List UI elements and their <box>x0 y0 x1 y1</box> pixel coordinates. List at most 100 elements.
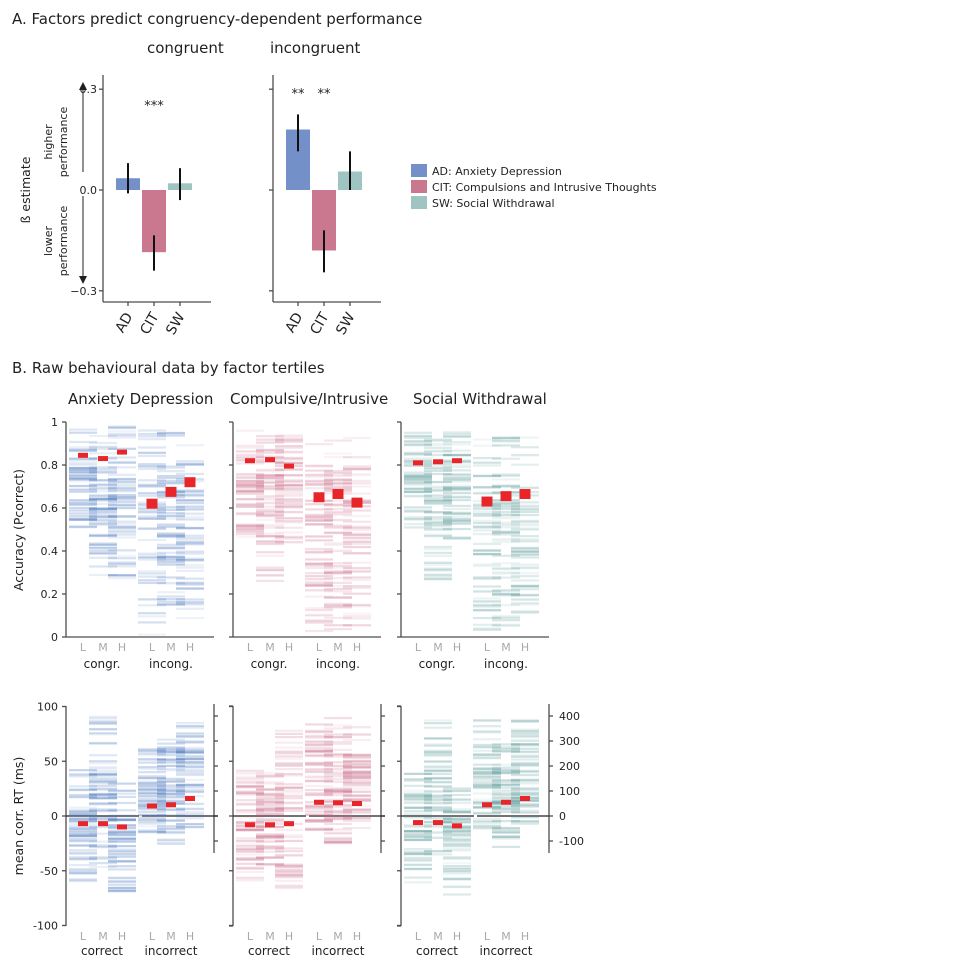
data-line <box>324 474 352 477</box>
data-line <box>236 839 264 842</box>
data-line <box>473 822 501 826</box>
data-line <box>492 504 520 507</box>
data-line <box>305 465 333 468</box>
data-line <box>324 503 352 506</box>
data-line <box>305 629 333 633</box>
data-line <box>443 798 471 801</box>
data-line <box>138 799 166 802</box>
data-line <box>511 754 539 757</box>
data-line <box>89 534 117 537</box>
data-line <box>324 818 352 821</box>
data-line <box>492 808 520 811</box>
data-line <box>176 494 204 498</box>
data-line <box>324 482 352 486</box>
data-line <box>108 555 136 558</box>
data-line <box>108 855 136 859</box>
data-line <box>424 487 452 490</box>
data-line <box>324 810 352 813</box>
data-line <box>443 435 471 439</box>
data-line <box>492 830 520 833</box>
data-line <box>443 827 471 830</box>
data-line <box>89 845 117 849</box>
data-line <box>424 551 452 555</box>
data-line <box>108 809 136 812</box>
data-line <box>176 783 204 787</box>
data-line <box>305 575 333 578</box>
data-line <box>404 516 432 519</box>
data-line <box>138 579 166 582</box>
data-line <box>138 776 166 779</box>
data-line <box>256 788 284 791</box>
data-line <box>157 738 185 741</box>
data-line <box>424 785 452 789</box>
data-line <box>443 536 471 539</box>
data-line <box>69 463 97 466</box>
mean-marker <box>333 800 343 806</box>
data-line <box>256 502 284 505</box>
data-line <box>511 782 539 785</box>
data-line <box>236 772 264 775</box>
data-line <box>69 518 97 521</box>
data-line <box>69 466 97 470</box>
data-line <box>443 496 471 499</box>
data-line <box>236 840 264 843</box>
panel-b-title: B. Raw behavioural data by factor tertil… <box>12 359 325 377</box>
data-line <box>275 505 303 508</box>
data-line <box>404 813 432 816</box>
data-line <box>305 768 333 771</box>
data-line <box>343 533 371 536</box>
data-line <box>69 477 97 481</box>
data-line <box>324 452 352 455</box>
data-line <box>108 853 136 856</box>
data-line <box>275 537 303 540</box>
data-line <box>404 471 432 475</box>
data-line <box>443 870 471 873</box>
data-line <box>305 762 333 765</box>
data-line <box>157 434 185 437</box>
data-line <box>176 505 204 508</box>
group-label-incongruent: incong. <box>316 657 360 671</box>
data-line <box>324 605 352 608</box>
data-line <box>511 546 539 549</box>
data-line <box>256 817 284 821</box>
data-line <box>305 779 333 783</box>
data-line <box>305 804 333 807</box>
data-line <box>236 803 264 806</box>
data-line <box>443 440 471 444</box>
data-line <box>157 576 185 579</box>
data-line <box>176 541 204 544</box>
data-line <box>473 616 501 620</box>
congruent-title: congruent <box>147 39 224 57</box>
data-line <box>138 494 166 498</box>
data-line <box>138 797 166 800</box>
data-line <box>256 797 284 800</box>
y-tick-label: 0.4 <box>41 545 59 558</box>
data-line <box>89 796 117 800</box>
data-line <box>305 584 333 587</box>
data-line <box>305 547 333 551</box>
data-line <box>511 594 539 597</box>
data-line <box>492 523 520 526</box>
data-line <box>176 582 204 585</box>
tertile-label: M <box>433 641 443 654</box>
data-line <box>176 616 204 620</box>
data-line <box>492 779 520 782</box>
data-line <box>275 460 303 463</box>
data-line <box>305 828 333 832</box>
data-line <box>473 746 501 749</box>
data-line <box>108 565 136 568</box>
data-line <box>473 456 501 460</box>
data-line <box>157 547 185 551</box>
data-line <box>404 474 432 477</box>
data-line <box>176 551 204 554</box>
data-line <box>305 753 333 756</box>
data-line <box>138 478 166 482</box>
data-line <box>324 840 352 843</box>
data-line <box>176 518 204 521</box>
data-line <box>424 575 452 578</box>
data-line <box>343 532 371 535</box>
data-line <box>473 769 501 772</box>
data-line <box>256 478 284 481</box>
data-line <box>511 446 539 449</box>
data-line <box>511 510 539 514</box>
